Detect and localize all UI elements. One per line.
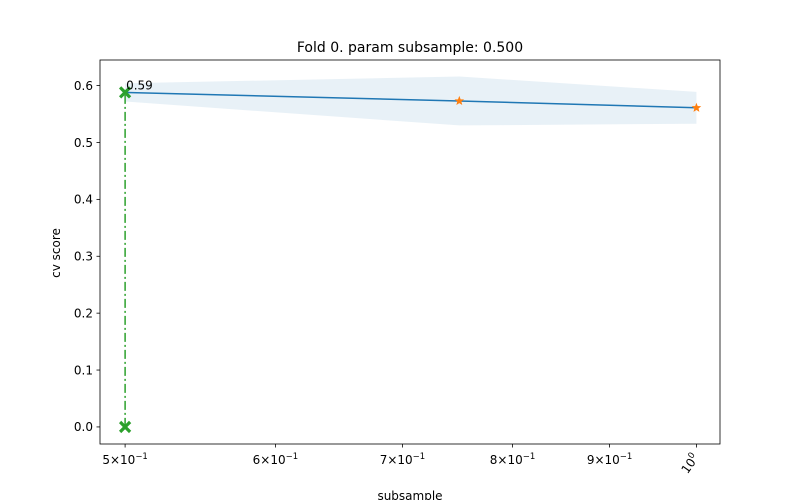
best-x-marker (118, 420, 132, 434)
best-x-marker (118, 86, 132, 99)
x-tick-label: 7×10−1 (380, 452, 426, 467)
axes-frame (99, 59, 721, 445)
star-marker (691, 102, 702, 112)
best-score-annotation: 0.59 (126, 78, 153, 92)
star-marker (454, 95, 465, 106)
x-tick-label: 5×10−1 (102, 452, 148, 467)
x-tick-label: 9×10−1 (587, 452, 633, 467)
x-tick-label: 6×10−1 (253, 452, 299, 467)
y-tick-label: 0.4 (74, 193, 93, 207)
y-tick-label: 0.5 (74, 136, 93, 150)
confidence-band (125, 76, 697, 126)
y-tick-label: 0.1 (74, 363, 93, 377)
y-tick-label: 0.3 (74, 250, 93, 264)
y-axis-label: cv score (49, 228, 63, 278)
chart-title: Fold 0. param subsample: 0.500 (297, 40, 523, 56)
y-tick-label: 0.2 (74, 306, 93, 320)
x-axis-label: subsample (377, 489, 442, 500)
x-tick-label: 8×10−1 (490, 452, 536, 467)
plot-area: 0.59 0.0 0.1 0.2 0.3 0.4 0.5 0.6 5×10−1 6×10−1 7×1… (74, 59, 721, 476)
y-tick-label: 0.0 (74, 420, 93, 434)
y-tick-label: 0.6 (74, 79, 93, 93)
